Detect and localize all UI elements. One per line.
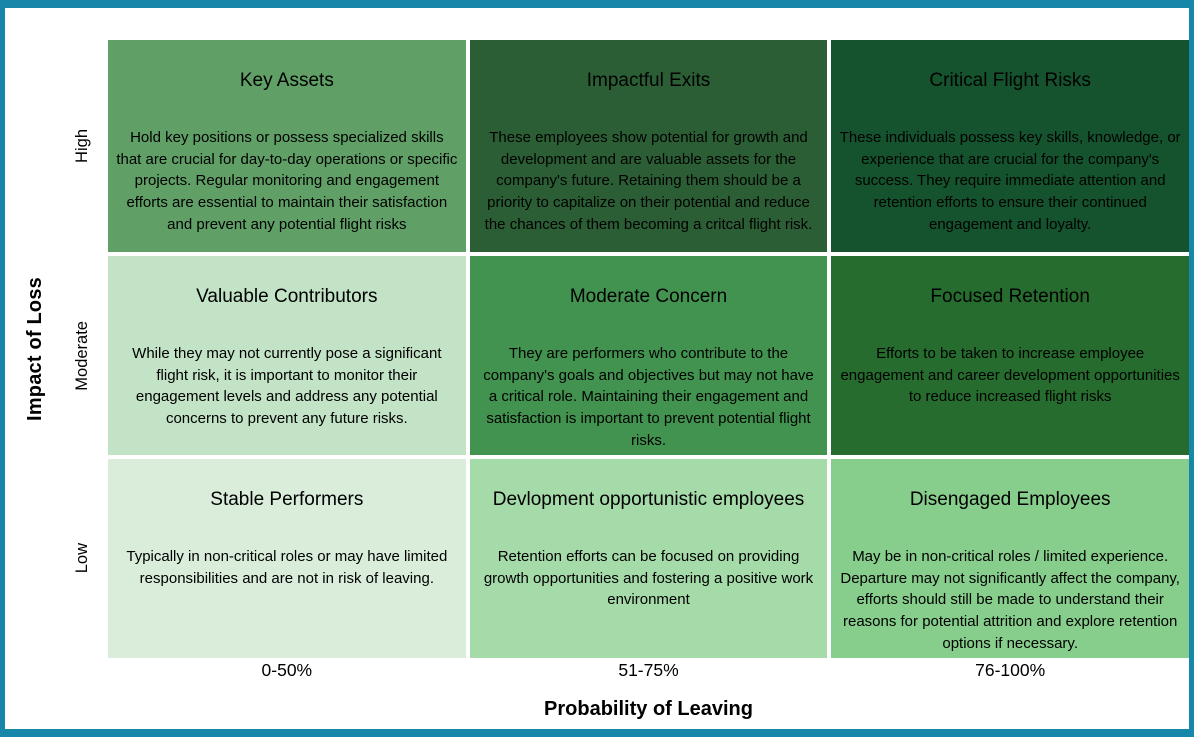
cell-development-opportunistic-employees: Devlopment opportunistic employees Reten…	[469, 459, 828, 658]
cell-key-assets: Key Assets Hold key positions or possess…	[108, 40, 466, 252]
cell-valuable-contributors: Valuable Contributors While they may not…	[108, 256, 466, 455]
cell-disengaged-employees: Disengaged Employees May be in non-criti…	[831, 459, 1190, 658]
y-axis-title-area: Impact of Loss	[17, 40, 53, 658]
cell-description: Typically in non-critical roles or may h…	[126, 547, 448, 587]
cell-moderate-concern: Moderate Concern They are performers who…	[469, 256, 828, 455]
matrix-row-low: Stable Performers Typically in non-criti…	[108, 459, 1190, 658]
cell-title: Disengaged Employees	[909, 489, 1111, 510]
cell-description: Hold key positions or possess specialize…	[116, 128, 458, 233]
y-label-low: Low	[72, 543, 91, 574]
cell-description: These employees show potential for growt…	[484, 128, 813, 233]
cell-description: These individuals possess key skills, kn…	[839, 128, 1181, 233]
cell-impactful-exits: Impactful Exits These employees show pot…	[469, 40, 828, 252]
cell-description: May be in non-critical roles / limited e…	[840, 547, 1180, 652]
cell-description: Retention efforts can be focused on prov…	[483, 547, 814, 609]
cell-title: Impactful Exits	[586, 70, 711, 91]
x-label-51-75: 51-75%	[618, 660, 679, 680]
cell-description: While they may not currently pose a sign…	[132, 344, 442, 428]
y-axis-labels: High Moderate Low	[57, 40, 107, 658]
cell-description: They are performers who contribute to th…	[483, 344, 814, 449]
x-label-0-50: 0-50%	[261, 660, 313, 680]
cell-focused-retention: Focused Retention Efforts to be taken to…	[831, 256, 1190, 455]
y-label-moderate: Moderate	[72, 320, 91, 391]
x-label-76-100: 76-100%	[975, 660, 1046, 680]
x-axis-title: Probability of Leaving	[544, 698, 753, 720]
cell-critical-flight-risks: Critical Flight Risks These individuals …	[831, 40, 1190, 252]
cell-title: Valuable Contributors	[196, 286, 378, 307]
matrix-row-moderate: Valuable Contributors While they may not…	[108, 256, 1190, 455]
cell-title: Stable Performers	[210, 489, 364, 510]
y-axis-title: Impact of Loss	[23, 277, 46, 421]
cell-description: Efforts to be taken to increase employee…	[840, 344, 1180, 406]
y-label-high: High	[72, 129, 91, 163]
matrix-grid: Key Assets Hold key positions or possess…	[108, 40, 1190, 658]
cell-stable-performers: Stable Performers Typically in non-criti…	[108, 459, 466, 658]
cell-title: Focused Retention	[930, 286, 1090, 307]
x-axis-labels: 0-50% 51-75% 76-100%	[108, 660, 1189, 681]
cell-title: Critical Flight Risks	[929, 70, 1091, 91]
matrix-row-high: Key Assets Hold key positions or possess…	[108, 40, 1190, 252]
cell-title: Moderate Concern	[569, 286, 728, 307]
cell-title: Key Assets	[239, 70, 334, 91]
cell-title: Devlopment opportunistic employees	[492, 489, 805, 510]
